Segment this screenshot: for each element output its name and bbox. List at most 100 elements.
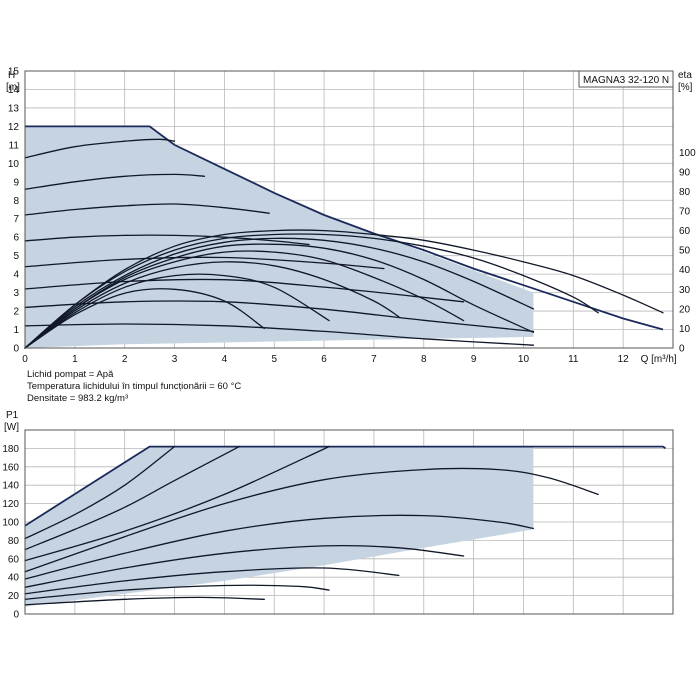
top-plot-frame bbox=[24, 70, 674, 349]
top-y-tick-label: 9 bbox=[13, 177, 19, 188]
head-curve bbox=[24, 203, 270, 216]
top-y-tick-label: 4 bbox=[13, 270, 19, 281]
top-operating-area bbox=[25, 126, 534, 349]
x-tick-label: 9 bbox=[471, 354, 477, 365]
bottom-y-tick-label: 140 bbox=[2, 481, 19, 492]
efficiency-curve bbox=[24, 261, 400, 349]
x-tick-label: 7 bbox=[371, 354, 377, 365]
x-tick-label: 11 bbox=[568, 354, 579, 365]
bottom-ylabel-unit: [W] bbox=[4, 422, 19, 433]
x-axis-label: Q [m³/h] bbox=[641, 354, 677, 365]
top-y2-tick-label: 60 bbox=[679, 226, 691, 237]
top-y2-tick-label: 40 bbox=[679, 265, 691, 276]
head-curve bbox=[24, 138, 176, 159]
head-curve bbox=[24, 234, 310, 246]
bottom-ylabel: P1 bbox=[6, 410, 19, 421]
x-tick-label: 1 bbox=[72, 354, 78, 365]
bottom-y-tick-label: 0 bbox=[13, 610, 19, 621]
efficiency-curve bbox=[24, 243, 535, 349]
power-curve bbox=[24, 544, 465, 588]
x-tick-label: 3 bbox=[172, 354, 178, 365]
power-curve bbox=[24, 584, 330, 600]
x-tick-label: 10 bbox=[518, 354, 530, 365]
efficiency-curve bbox=[24, 288, 265, 349]
temperature-note: Temperatura lichidului în timpul funcțio… bbox=[27, 381, 241, 392]
top-y2-tick-label: 70 bbox=[679, 206, 691, 217]
top-series-group bbox=[24, 125, 664, 349]
top-ylabel: H bbox=[8, 70, 15, 81]
liquid-note: Lichid pompat = Apă bbox=[27, 369, 114, 380]
top-y2-tick-label: 0 bbox=[679, 344, 685, 355]
top-y-tick-label: 10 bbox=[8, 159, 20, 170]
top-y-tick-label: 11 bbox=[9, 140, 20, 151]
top-y-tick-label: 3 bbox=[13, 288, 19, 299]
top-y-tick-label: 12 bbox=[8, 122, 20, 133]
top-y2label-unit: [%] bbox=[678, 82, 693, 93]
x-tick-label: 5 bbox=[271, 354, 277, 365]
top-y2-tick-label: 50 bbox=[679, 246, 691, 257]
x-tick-label: 6 bbox=[321, 354, 327, 365]
chart-title: MAGNA3 32-120 N bbox=[583, 75, 669, 86]
bottom-y-tick-label: 60 bbox=[8, 554, 20, 565]
bottom-y-ticks: 0 20 40 60 80 100 120 140 160 180 bbox=[2, 444, 19, 621]
efficiency-curve bbox=[24, 237, 535, 349]
efficiency-curve bbox=[24, 250, 465, 349]
power-curve bbox=[24, 514, 535, 580]
top-y-tick-label: 7 bbox=[13, 214, 19, 225]
max-head-envelope bbox=[25, 125, 664, 331]
efficiency-curve bbox=[24, 233, 599, 349]
bottom-series-group bbox=[24, 445, 667, 606]
density-note: Densitate = 983.2 kg/m³ bbox=[27, 393, 128, 404]
x-tick-label: 12 bbox=[618, 354, 630, 365]
power-curve bbox=[24, 596, 265, 606]
top-y2-tick-label: 20 bbox=[679, 304, 691, 315]
efficiency-curve bbox=[24, 273, 330, 349]
top-ylabel-unit: [m] bbox=[6, 82, 20, 93]
bottom-y-tick-label: 20 bbox=[8, 591, 20, 602]
operating-area-polygon bbox=[25, 126, 534, 349]
top-y-tick-label: 6 bbox=[13, 233, 19, 244]
head-curve bbox=[24, 323, 535, 346]
bottom-plot-frame bbox=[24, 429, 674, 615]
top-y2-tick-label: 100 bbox=[679, 148, 696, 159]
x-tick-label: 8 bbox=[421, 354, 427, 365]
top-x-ticks: 0 1 2 3 4 5 6 7 8 9 10 11 12 Q [m³/h] bbox=[22, 354, 677, 365]
power-curve bbox=[24, 445, 240, 551]
top-y-tick-label: 15 bbox=[8, 67, 20, 78]
top-y-tick-label: 0 bbox=[13, 344, 19, 355]
power-operating-area-polygon bbox=[25, 446, 534, 607]
top-y-tick-label: 14 bbox=[8, 85, 20, 96]
chart-title-box bbox=[578, 70, 674, 88]
head-curve bbox=[24, 173, 206, 190]
power-curve bbox=[24, 567, 400, 595]
power-chart: 0 20 40 60 80 100 120 140 160 180 P1 [W] bbox=[2, 410, 674, 621]
top-y2-tick-label: 10 bbox=[679, 324, 691, 335]
power-curve bbox=[24, 445, 330, 562]
top-y2-tick-label: 90 bbox=[679, 167, 691, 178]
bottom-y-tick-label: 180 bbox=[2, 444, 19, 455]
top-y-tick-label: 13 bbox=[8, 103, 20, 114]
bottom-y-tick-label: 160 bbox=[2, 462, 19, 473]
top-y-tick-label: 8 bbox=[13, 196, 19, 207]
top-y2label: eta bbox=[678, 70, 692, 81]
top-y2-ticks: 0 10 20 30 40 50 60 70 80 90 100 bbox=[679, 148, 696, 355]
max-power-envelope bbox=[24, 445, 667, 527]
x-tick-label: 0 bbox=[22, 354, 28, 365]
efficiency-curve bbox=[24, 229, 664, 349]
power-curve bbox=[24, 467, 599, 573]
top-y-tick-label: 2 bbox=[13, 307, 19, 318]
x-tick-label: 2 bbox=[122, 354, 128, 365]
top-y-tick-label: 1 bbox=[13, 325, 19, 336]
x-tick-label: 4 bbox=[222, 354, 228, 365]
top-y2-tick-label: 30 bbox=[679, 285, 691, 296]
bottom-operating-area bbox=[25, 446, 534, 607]
bottom-y-tick-label: 100 bbox=[2, 518, 19, 529]
bottom-y-tick-label: 120 bbox=[2, 499, 19, 510]
head-curve bbox=[24, 300, 535, 333]
power-curve bbox=[24, 445, 176, 540]
top-y-tick-label: 5 bbox=[13, 251, 19, 262]
bottom-y-tick-label: 40 bbox=[8, 573, 20, 584]
